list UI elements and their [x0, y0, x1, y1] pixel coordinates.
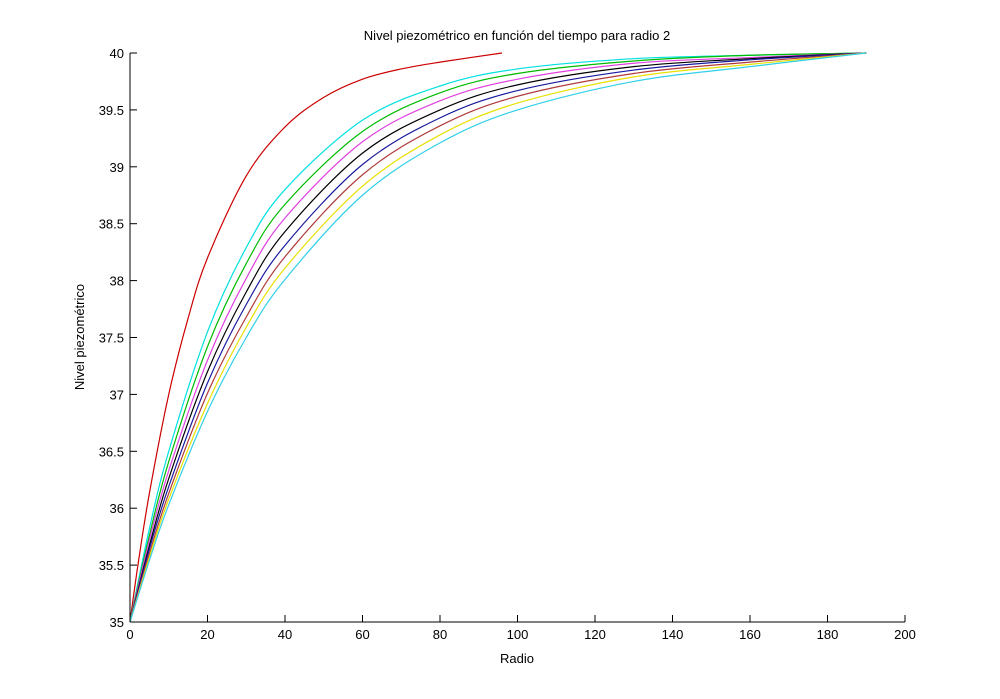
y-tick-label: 36.5 — [99, 444, 124, 459]
y-axis-label: Nivel piezométrico — [72, 284, 87, 390]
series-line-5 — [129, 52, 867, 623]
y-tick-label: 39 — [110, 160, 124, 175]
series-layer — [129, 52, 867, 623]
x-tick-label: 140 — [662, 627, 684, 642]
series-line-9 — [129, 52, 867, 623]
series-line-3 — [129, 52, 867, 623]
y-tick-label: 37 — [110, 387, 124, 402]
x-tick-label: 20 — [200, 627, 214, 642]
x-tick-label: 160 — [739, 627, 761, 642]
x-tick-label: 100 — [507, 627, 529, 642]
y-tick-label: 37.5 — [99, 331, 124, 346]
x-tick-label: 0 — [126, 627, 133, 642]
series-line-4 — [129, 52, 867, 623]
chart-title: Nivel piezométrico en función del tiempo… — [364, 28, 670, 43]
series-line-2 — [129, 52, 867, 623]
series-line-1 — [129, 52, 503, 623]
x-tick-label: 40 — [278, 627, 292, 642]
y-tick-label: 35.5 — [99, 558, 124, 573]
y-tick-label: 40 — [110, 46, 124, 61]
y-tick-label: 38 — [110, 274, 124, 289]
series-line-6 — [129, 52, 867, 623]
x-tick-label: 60 — [355, 627, 369, 642]
x-axis-label: Radio — [500, 651, 534, 666]
y-tick-label: 39.5 — [99, 103, 124, 118]
y-tick-label: 38.5 — [99, 217, 124, 232]
x-tick-label: 120 — [584, 627, 606, 642]
x-tick-label: 200 — [894, 627, 916, 642]
series-line-7 — [129, 52, 867, 623]
x-tick-label: 80 — [433, 627, 447, 642]
x-tick-label: 180 — [817, 627, 839, 642]
y-tick-label: 35 — [110, 615, 124, 630]
axes: 0 20 40 60 80 100 120 140 160 180 200 35 35.5 36 36.5 3… — [99, 46, 916, 642]
series-line-8 — [129, 52, 867, 623]
y-tick-label: 36 — [110, 501, 124, 516]
